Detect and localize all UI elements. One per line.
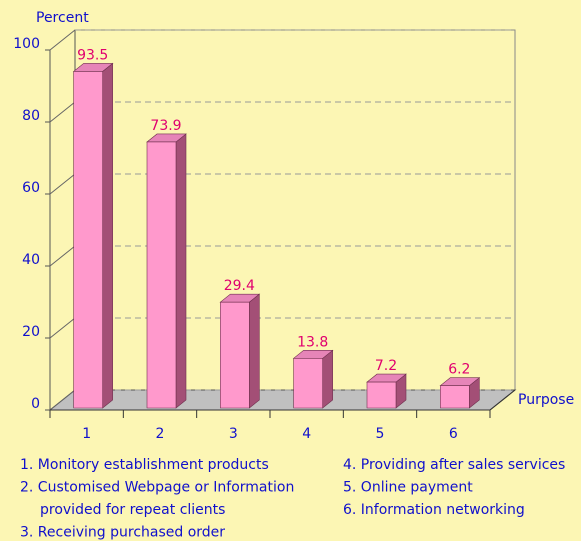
side-grid-line	[49, 101, 76, 123]
y-tick-label: 60	[22, 180, 40, 196]
floor-right-edge	[489, 389, 516, 411]
y-tick-label: 100	[13, 36, 40, 52]
value-label: 7.2	[375, 358, 397, 374]
y-axis-label: Percent	[36, 10, 89, 26]
bar-front	[220, 301, 250, 409]
x-tick-label: 1	[82, 426, 91, 442]
value-label: 6.2	[448, 362, 470, 378]
note: 6. Information networking	[343, 502, 525, 518]
bar	[146, 133, 187, 409]
x-tick-label: 6	[449, 426, 458, 442]
value-label: 13.8	[297, 334, 328, 350]
y-tick-label: 0	[31, 396, 40, 412]
note: 1. Monitory establishment products	[20, 457, 269, 473]
y-tick-label: 80	[22, 108, 40, 124]
bar	[366, 373, 407, 409]
side-grid-line	[49, 245, 76, 267]
bar	[439, 377, 481, 409]
value-label: 73.9	[150, 118, 181, 134]
x-tick-label: 3	[229, 426, 238, 442]
bar-front	[293, 358, 323, 409]
bar	[72, 62, 114, 409]
bar-front	[73, 71, 103, 409]
side-grid-line	[49, 317, 76, 339]
side-grid-line	[49, 173, 76, 195]
x-tick-label: 2	[156, 426, 165, 442]
note: 2. Customised Webpage or Information	[20, 480, 294, 496]
x-tick-label: 5	[376, 426, 385, 442]
note: 4. Providing after sales services	[343, 457, 565, 473]
bar	[219, 293, 261, 409]
bar-front	[366, 381, 397, 409]
bar-side	[322, 349, 333, 409]
bar-front	[440, 385, 470, 409]
value-label: 29.4	[224, 278, 255, 294]
x-axis-label: Purpose	[518, 392, 574, 408]
note: 5. Online payment	[343, 480, 473, 496]
y-tick-label: 20	[22, 324, 40, 340]
side-grid-line	[49, 29, 76, 51]
note: 3. Receiving purchased order	[20, 525, 225, 541]
side-grid-line	[49, 389, 76, 411]
value-label: 93.5	[77, 47, 108, 63]
bar-front	[146, 141, 177, 409]
bar	[292, 349, 334, 409]
note: provided for repeat clients	[40, 502, 225, 518]
bar-side	[102, 62, 113, 409]
bar-side	[175, 133, 187, 409]
bar-side	[249, 293, 260, 409]
y-tick-label: 40	[22, 252, 40, 268]
x-tick-label: 4	[302, 426, 311, 442]
